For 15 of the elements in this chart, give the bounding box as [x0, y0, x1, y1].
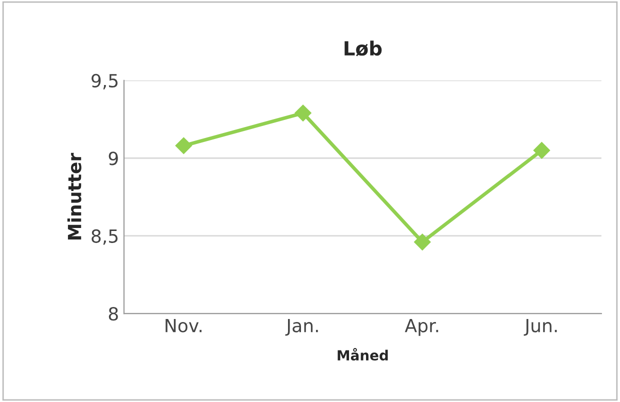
- point: [175, 137, 192, 154]
- chart-title: Løb: [344, 40, 382, 56]
- point: [414, 234, 431, 250]
- y-tick-label: 9,5: [92, 74, 118, 90]
- y-tick-label: 8: [108, 307, 118, 321]
- y-tick-label: 8,5: [92, 229, 118, 245]
- x-axis-title: Måned: [338, 348, 388, 361]
- x-tick-label: Jun.: [524, 318, 557, 336]
- point: [294, 104, 312, 122]
- y-tick-label: 9: [108, 152, 118, 166]
- x-tick-label: Nov.: [166, 318, 202, 332]
- y-axis-title: Minutter: [67, 152, 82, 240]
- point: [533, 142, 550, 159]
- x-tick-label: Jan.: [285, 318, 318, 336]
- x-tick-label: Apr.: [404, 318, 438, 336]
